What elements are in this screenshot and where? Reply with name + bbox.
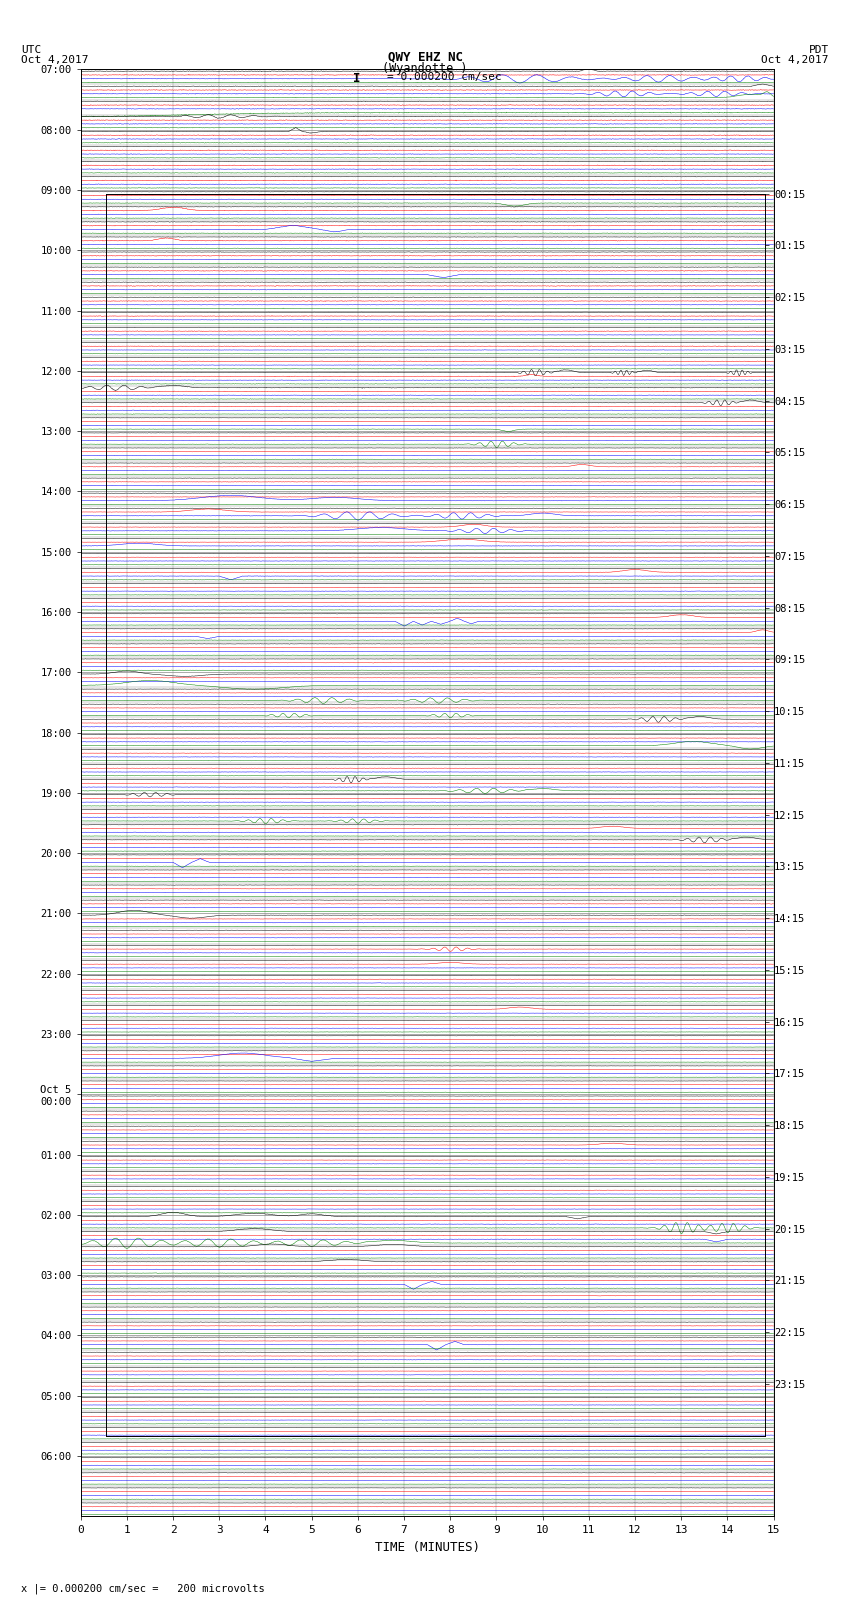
Text: QWY EHZ NC: QWY EHZ NC — [388, 50, 462, 65]
Text: (Wyandotte ): (Wyandotte ) — [382, 61, 468, 74]
Text: PDT: PDT — [808, 45, 829, 55]
Text: Oct 4,2017: Oct 4,2017 — [762, 55, 829, 65]
X-axis label: TIME (MINUTES): TIME (MINUTES) — [383, 1540, 488, 1553]
Text: UTC: UTC — [21, 45, 42, 55]
Text: x |= 0.000200 cm/sec =   200 microvolts: x |= 0.000200 cm/sec = 200 microvolts — [21, 1582, 265, 1594]
Text: Oct 4,2017: Oct 4,2017 — [21, 55, 88, 65]
Text: = 0.000200 cm/sec: = 0.000200 cm/sec — [387, 71, 501, 82]
Text: I: I — [354, 71, 360, 85]
